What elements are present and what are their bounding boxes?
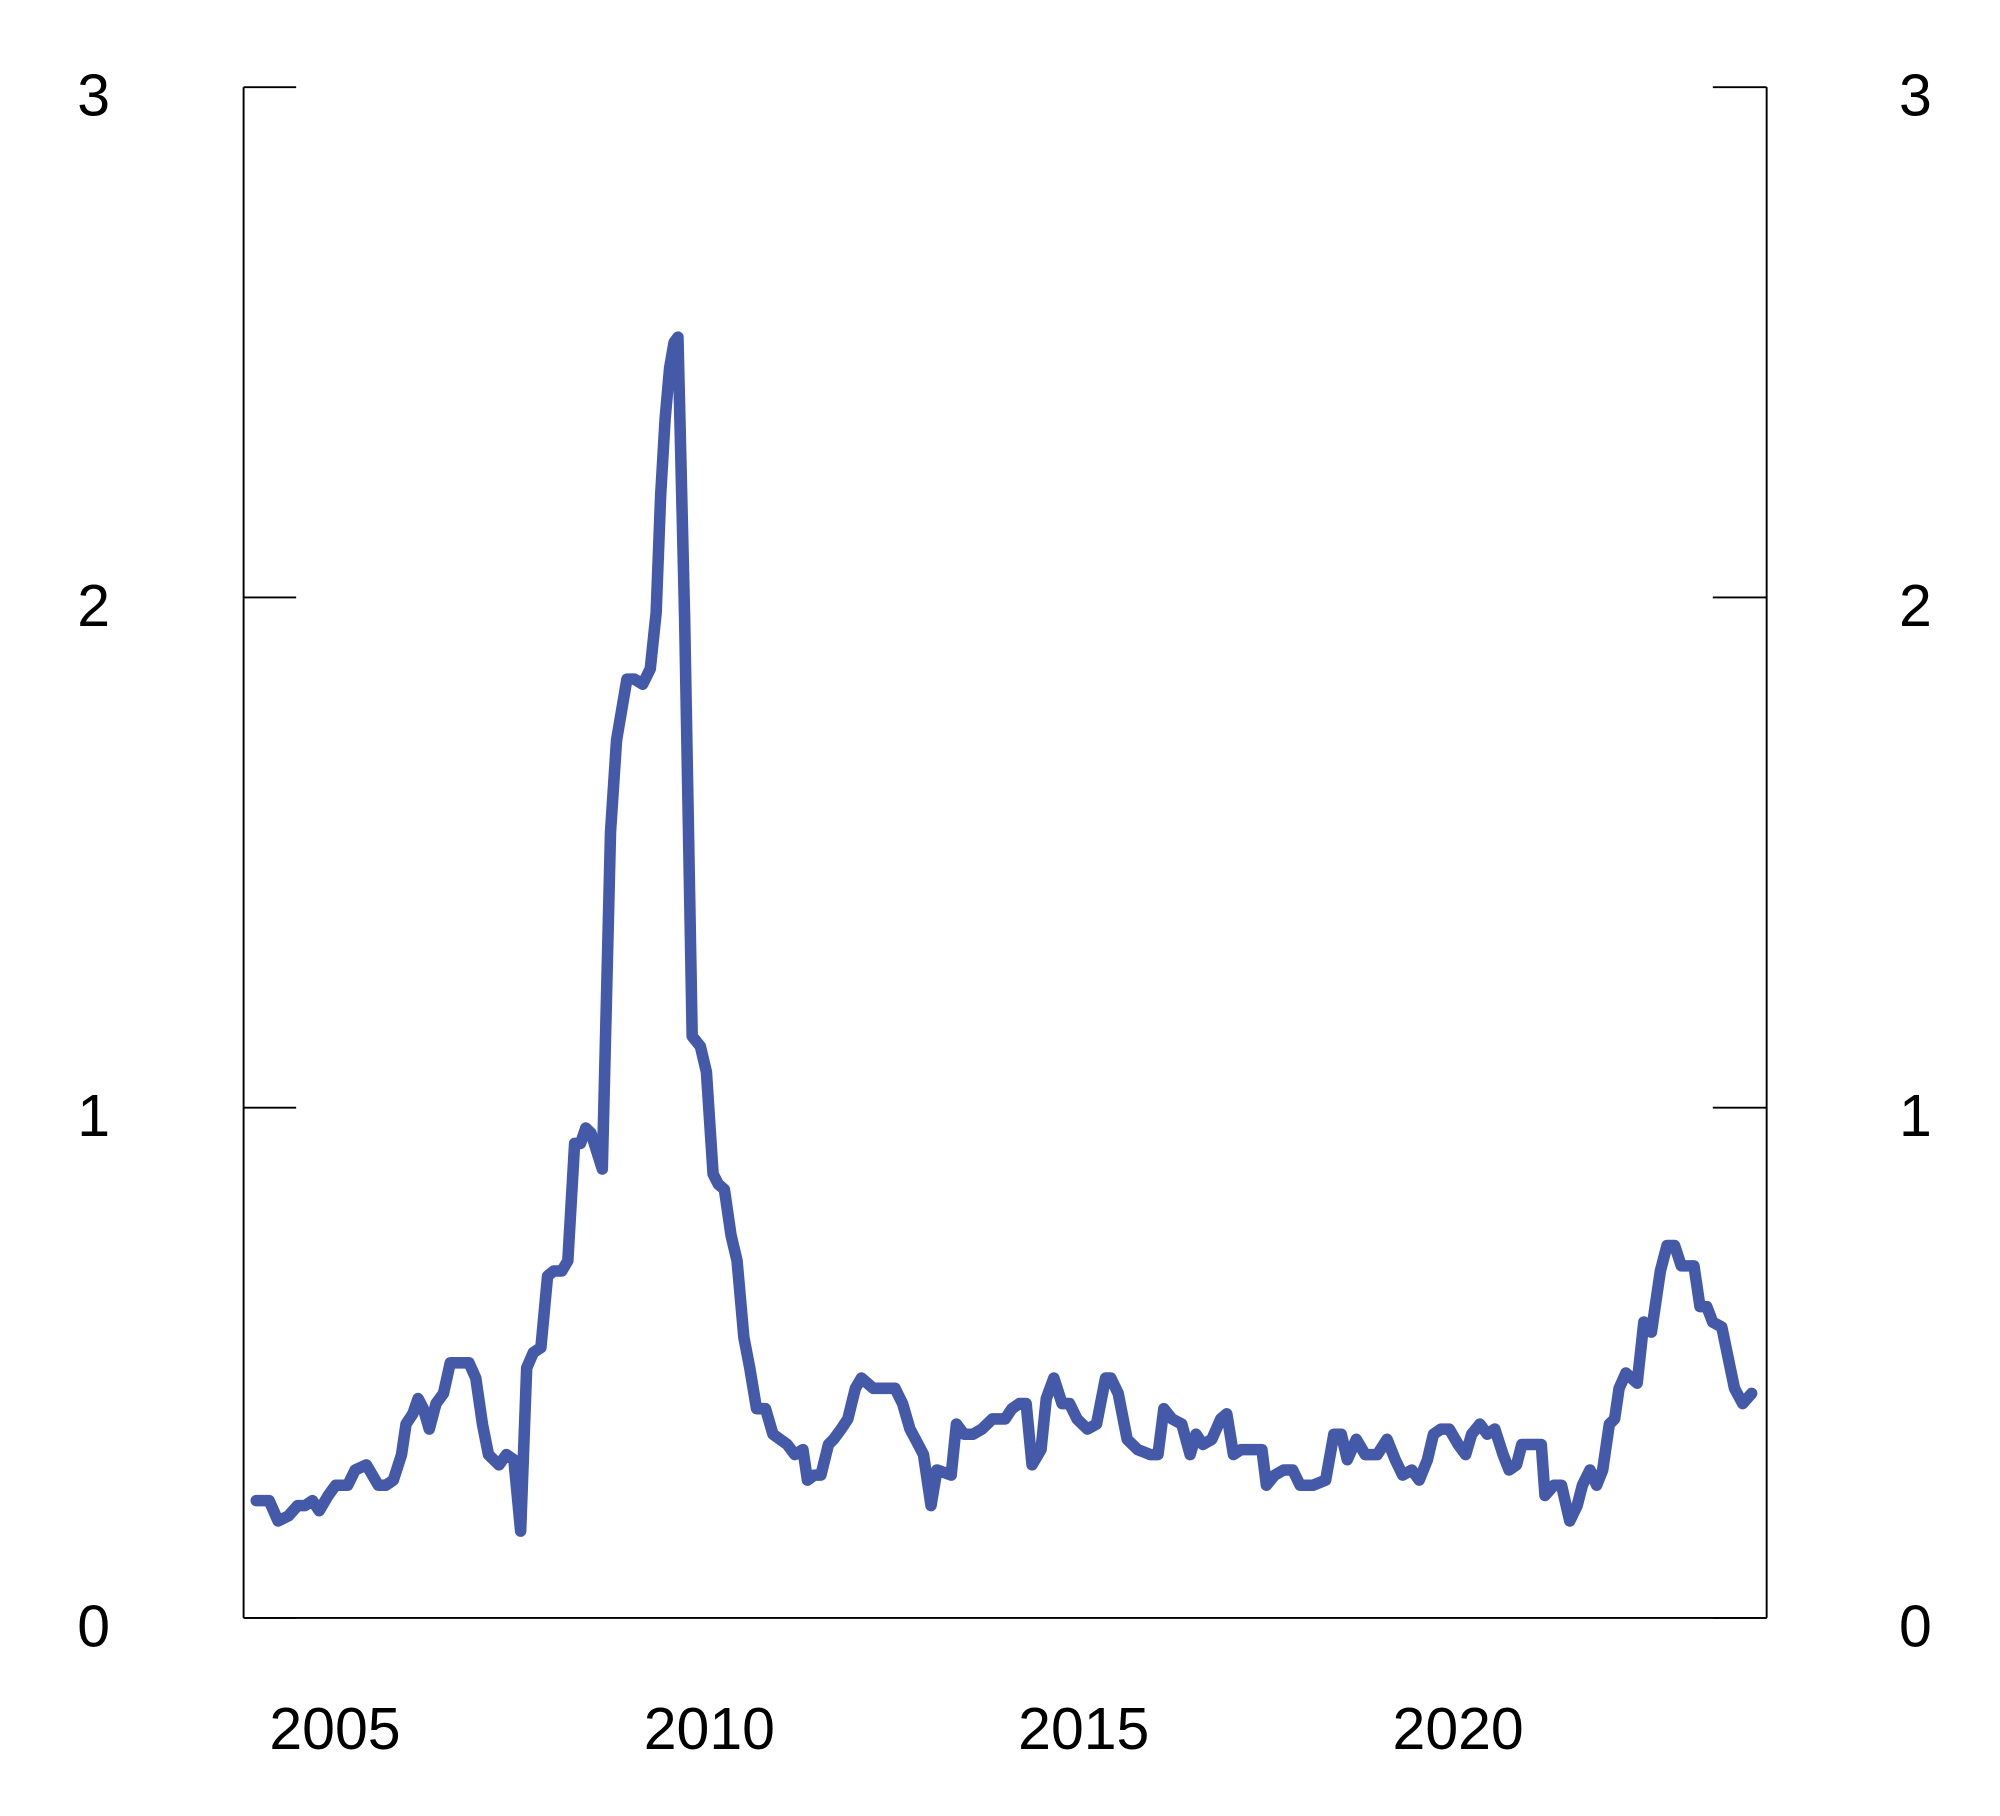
x-tick-label: 2015	[1018, 1697, 1149, 1762]
y2-tick-label: 3	[1899, 64, 1932, 129]
x-tick-label: 2005	[269, 1697, 400, 1762]
data-line	[250, 331, 1758, 1537]
y-tick-label: 1	[77, 1084, 110, 1149]
x-tick-label: 2020	[1393, 1697, 1524, 1762]
y-tick-label: 0	[77, 1594, 110, 1659]
y2-tick-label: 0	[1899, 1594, 1932, 1659]
x-tick-label: 2010	[644, 1697, 775, 1762]
y-tick-label: 3	[77, 64, 110, 129]
y2-tick-label: 1	[1899, 1084, 1932, 1149]
y-tick-label: 2	[77, 574, 110, 639]
y2-tick-label: 2	[1899, 574, 1932, 639]
